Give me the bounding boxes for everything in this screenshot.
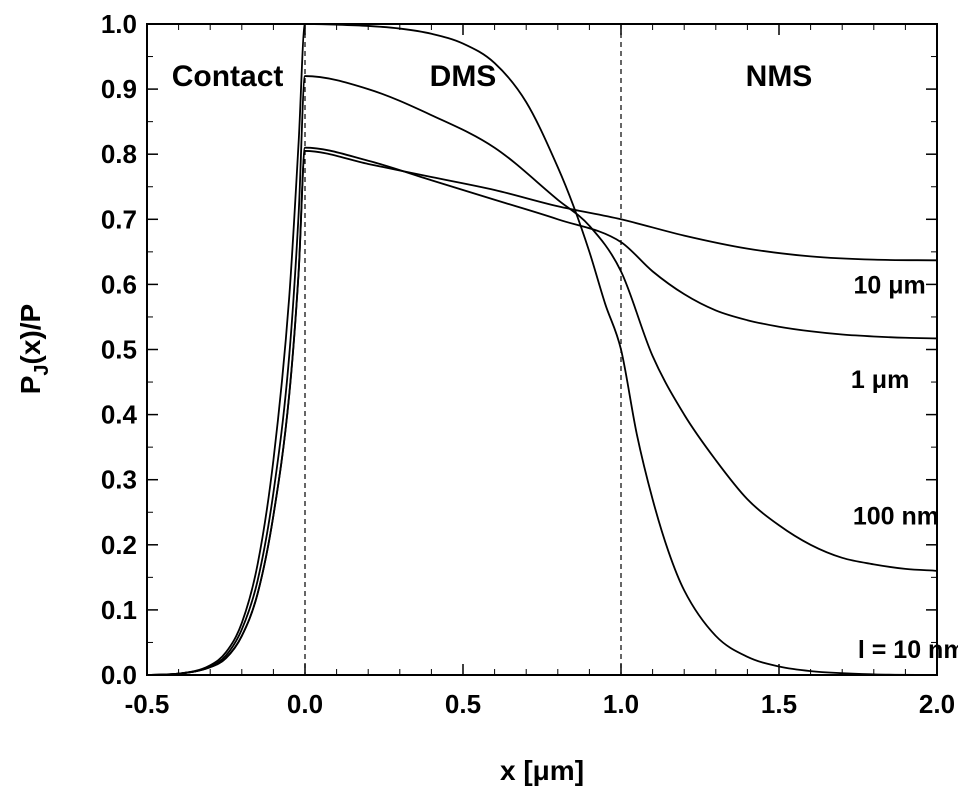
- curve-label-1: 100 nm: [853, 503, 939, 531]
- series-line-0: [146, 23, 938, 676]
- x-axis-title: x [μm]: [500, 755, 584, 786]
- y-tick-label: 0.5: [101, 335, 137, 365]
- y-tick-label: 0.3: [101, 465, 137, 495]
- y-tick-label: 0.9: [101, 74, 137, 104]
- x-tick-label: 1.0: [603, 689, 639, 719]
- y-axis-title-sub: J: [31, 364, 53, 375]
- y-axis-title: PJ(x)/P: [15, 304, 53, 395]
- curve-label-0: l = 10 nm: [858, 636, 958, 664]
- y-axis-title-rest: (x)/P: [15, 304, 46, 365]
- x-tick-label: 0.0: [287, 689, 323, 719]
- series-line-3: [146, 150, 938, 676]
- x-tick-label: 0.5: [445, 689, 481, 719]
- y-axis-title-main: P: [15, 376, 46, 395]
- y-tick-label: 0.1: [101, 595, 137, 625]
- axes: [146, 23, 938, 676]
- x-tick-label: -0.5: [125, 689, 170, 719]
- series-line-2: [146, 146, 938, 676]
- y-tick-label: 0.2: [101, 530, 137, 560]
- labels: -0.5 0.0 0.5 1.0 1.5 2.00.00.10.20.30.40.50.6…: [101, 9, 958, 719]
- series-line-1: [146, 75, 938, 676]
- y-tick-label: 0.6: [101, 269, 137, 299]
- curve-label-3: 10 μm: [853, 271, 925, 299]
- x-tick-label: 2.0: [919, 689, 955, 719]
- y-tick-label: 0.8: [101, 139, 137, 169]
- region-label-contact: Contact: [172, 60, 284, 93]
- curve-label-2: 1 μm: [851, 366, 909, 394]
- plot-area: [146, 23, 938, 676]
- y-tick-label: 0.7: [101, 204, 137, 234]
- y-tick-label: 0.0: [101, 660, 137, 690]
- x-tick-label: 1.5: [761, 689, 797, 719]
- y-tick-label: 0.4: [101, 400, 138, 430]
- region-label-dms: DMS: [430, 60, 497, 93]
- plot-frame: [146, 23, 938, 676]
- y-tick-label: 1.0: [101, 9, 137, 39]
- region-label-nms: NMS: [746, 60, 813, 93]
